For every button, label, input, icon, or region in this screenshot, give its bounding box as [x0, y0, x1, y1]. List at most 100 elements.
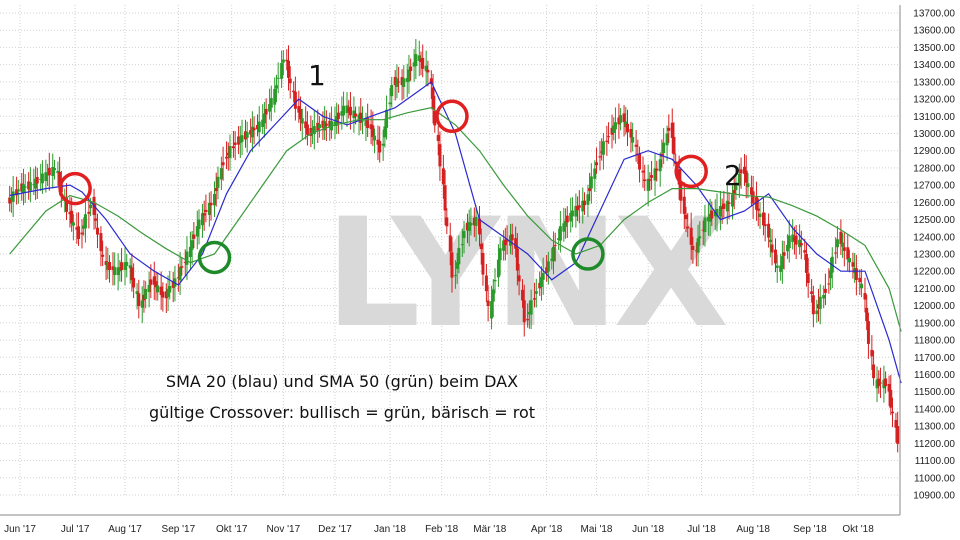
- candle-body: [328, 120, 332, 128]
- candle-body: [612, 125, 616, 134]
- candle-body: [393, 77, 397, 86]
- candle-body: [381, 143, 385, 146]
- candle-body: [388, 102, 392, 105]
- candle-body: [682, 196, 686, 214]
- candle-body: [889, 389, 893, 408]
- candle-body: [390, 84, 394, 97]
- candle-body: [311, 129, 315, 134]
- candle-body: [345, 105, 349, 114]
- candle-body: [357, 114, 361, 121]
- candle-body: [818, 296, 822, 309]
- candle-body: [722, 203, 726, 209]
- candle-body: [441, 168, 445, 185]
- candle-body: [46, 173, 50, 176]
- candle-body: [269, 98, 273, 108]
- x-tick-label: Jul '18: [687, 524, 716, 535]
- x-tick-label: Mai '18: [581, 524, 613, 535]
- candle-body: [817, 304, 821, 309]
- x-tick-label: Aug '18: [736, 524, 770, 535]
- candle-body: [352, 110, 356, 119]
- candle-body: [538, 282, 542, 289]
- candle-body: [219, 168, 223, 180]
- sma20-line: [9, 80, 902, 384]
- candle-body: [140, 300, 144, 308]
- candle-body: [402, 78, 406, 87]
- candle-body: [481, 253, 485, 275]
- candle-body: [417, 55, 421, 61]
- candle-body: [445, 217, 449, 227]
- candle-body: [75, 227, 79, 230]
- candle-body: [534, 291, 538, 294]
- candle-body: [667, 127, 671, 131]
- candle-body: [720, 207, 724, 209]
- candle-body: [21, 184, 25, 193]
- y-tick-label: 11900.00: [914, 318, 955, 329]
- candle-body: [168, 286, 172, 293]
- candle-body: [854, 268, 858, 280]
- candle-body: [438, 144, 442, 167]
- candle-body: [228, 146, 232, 159]
- marker-label-2: 2: [724, 159, 742, 192]
- candle-body: [562, 223, 566, 232]
- candle-body: [755, 197, 759, 210]
- candle-body: [539, 276, 543, 288]
- candle-body: [231, 146, 235, 149]
- candle-body: [521, 289, 525, 301]
- candle-body: [297, 106, 301, 113]
- candle-body: [686, 226, 690, 229]
- annotation-line-2: gültige Crossover: bullisch = grün, bäri…: [149, 403, 535, 422]
- bearish-crossover-circle: [58, 171, 92, 206]
- candle-body: [448, 235, 452, 252]
- candle-body: [436, 135, 440, 141]
- candle-body: [99, 233, 103, 252]
- series-layer: [8, 39, 902, 453]
- candle-body: [317, 124, 321, 129]
- candle-body: [226, 152, 230, 156]
- y-tick-label: 11200.00: [914, 439, 955, 450]
- candle-body: [865, 307, 869, 322]
- candle-body: [40, 173, 44, 184]
- candle-body: [397, 81, 401, 83]
- candle-body: [433, 110, 437, 126]
- candle-body: [128, 265, 132, 269]
- x-tick-label: Okt '17: [216, 524, 248, 535]
- candle-body: [135, 291, 139, 294]
- candle-body: [214, 188, 218, 192]
- candle-body: [82, 225, 86, 229]
- candle-body: [811, 295, 815, 315]
- candle-body: [300, 118, 304, 124]
- candle-body: [522, 300, 526, 323]
- candle-body: [256, 125, 260, 130]
- candle-body: [574, 205, 578, 217]
- candle-body: [213, 193, 217, 206]
- y-tick-label: 13300.00: [913, 77, 955, 88]
- candle-body: [526, 318, 530, 321]
- candle-body: [360, 120, 364, 122]
- candle-body: [791, 234, 795, 242]
- candle-body: [111, 266, 115, 271]
- candle-body: [116, 267, 120, 276]
- candle-body: [823, 288, 827, 293]
- candle-body: [276, 77, 280, 79]
- candle-body: [101, 254, 105, 257]
- candle-body: [595, 162, 599, 166]
- candle-body: [202, 213, 206, 216]
- candle-body: [529, 300, 533, 315]
- x-tick-label: Feb '18: [425, 524, 458, 535]
- candle-body: [545, 267, 549, 273]
- candle-body: [51, 167, 55, 176]
- candle-body: [646, 178, 650, 191]
- candle-body: [798, 239, 802, 248]
- candle-body: [195, 226, 199, 237]
- candle-body: [479, 243, 483, 250]
- candle-body: [775, 265, 779, 268]
- candle-body: [502, 240, 506, 251]
- y-tick-label: 11100.00: [915, 456, 956, 467]
- x-tick-label: Jun '18: [632, 524, 664, 535]
- candle-body: [171, 281, 175, 288]
- candle-body: [484, 275, 488, 292]
- candle-body: [250, 126, 254, 138]
- candle-body: [570, 210, 574, 217]
- y-tick-label: 13000.00: [913, 129, 955, 140]
- y-tick-label: 12000.00: [913, 301, 955, 312]
